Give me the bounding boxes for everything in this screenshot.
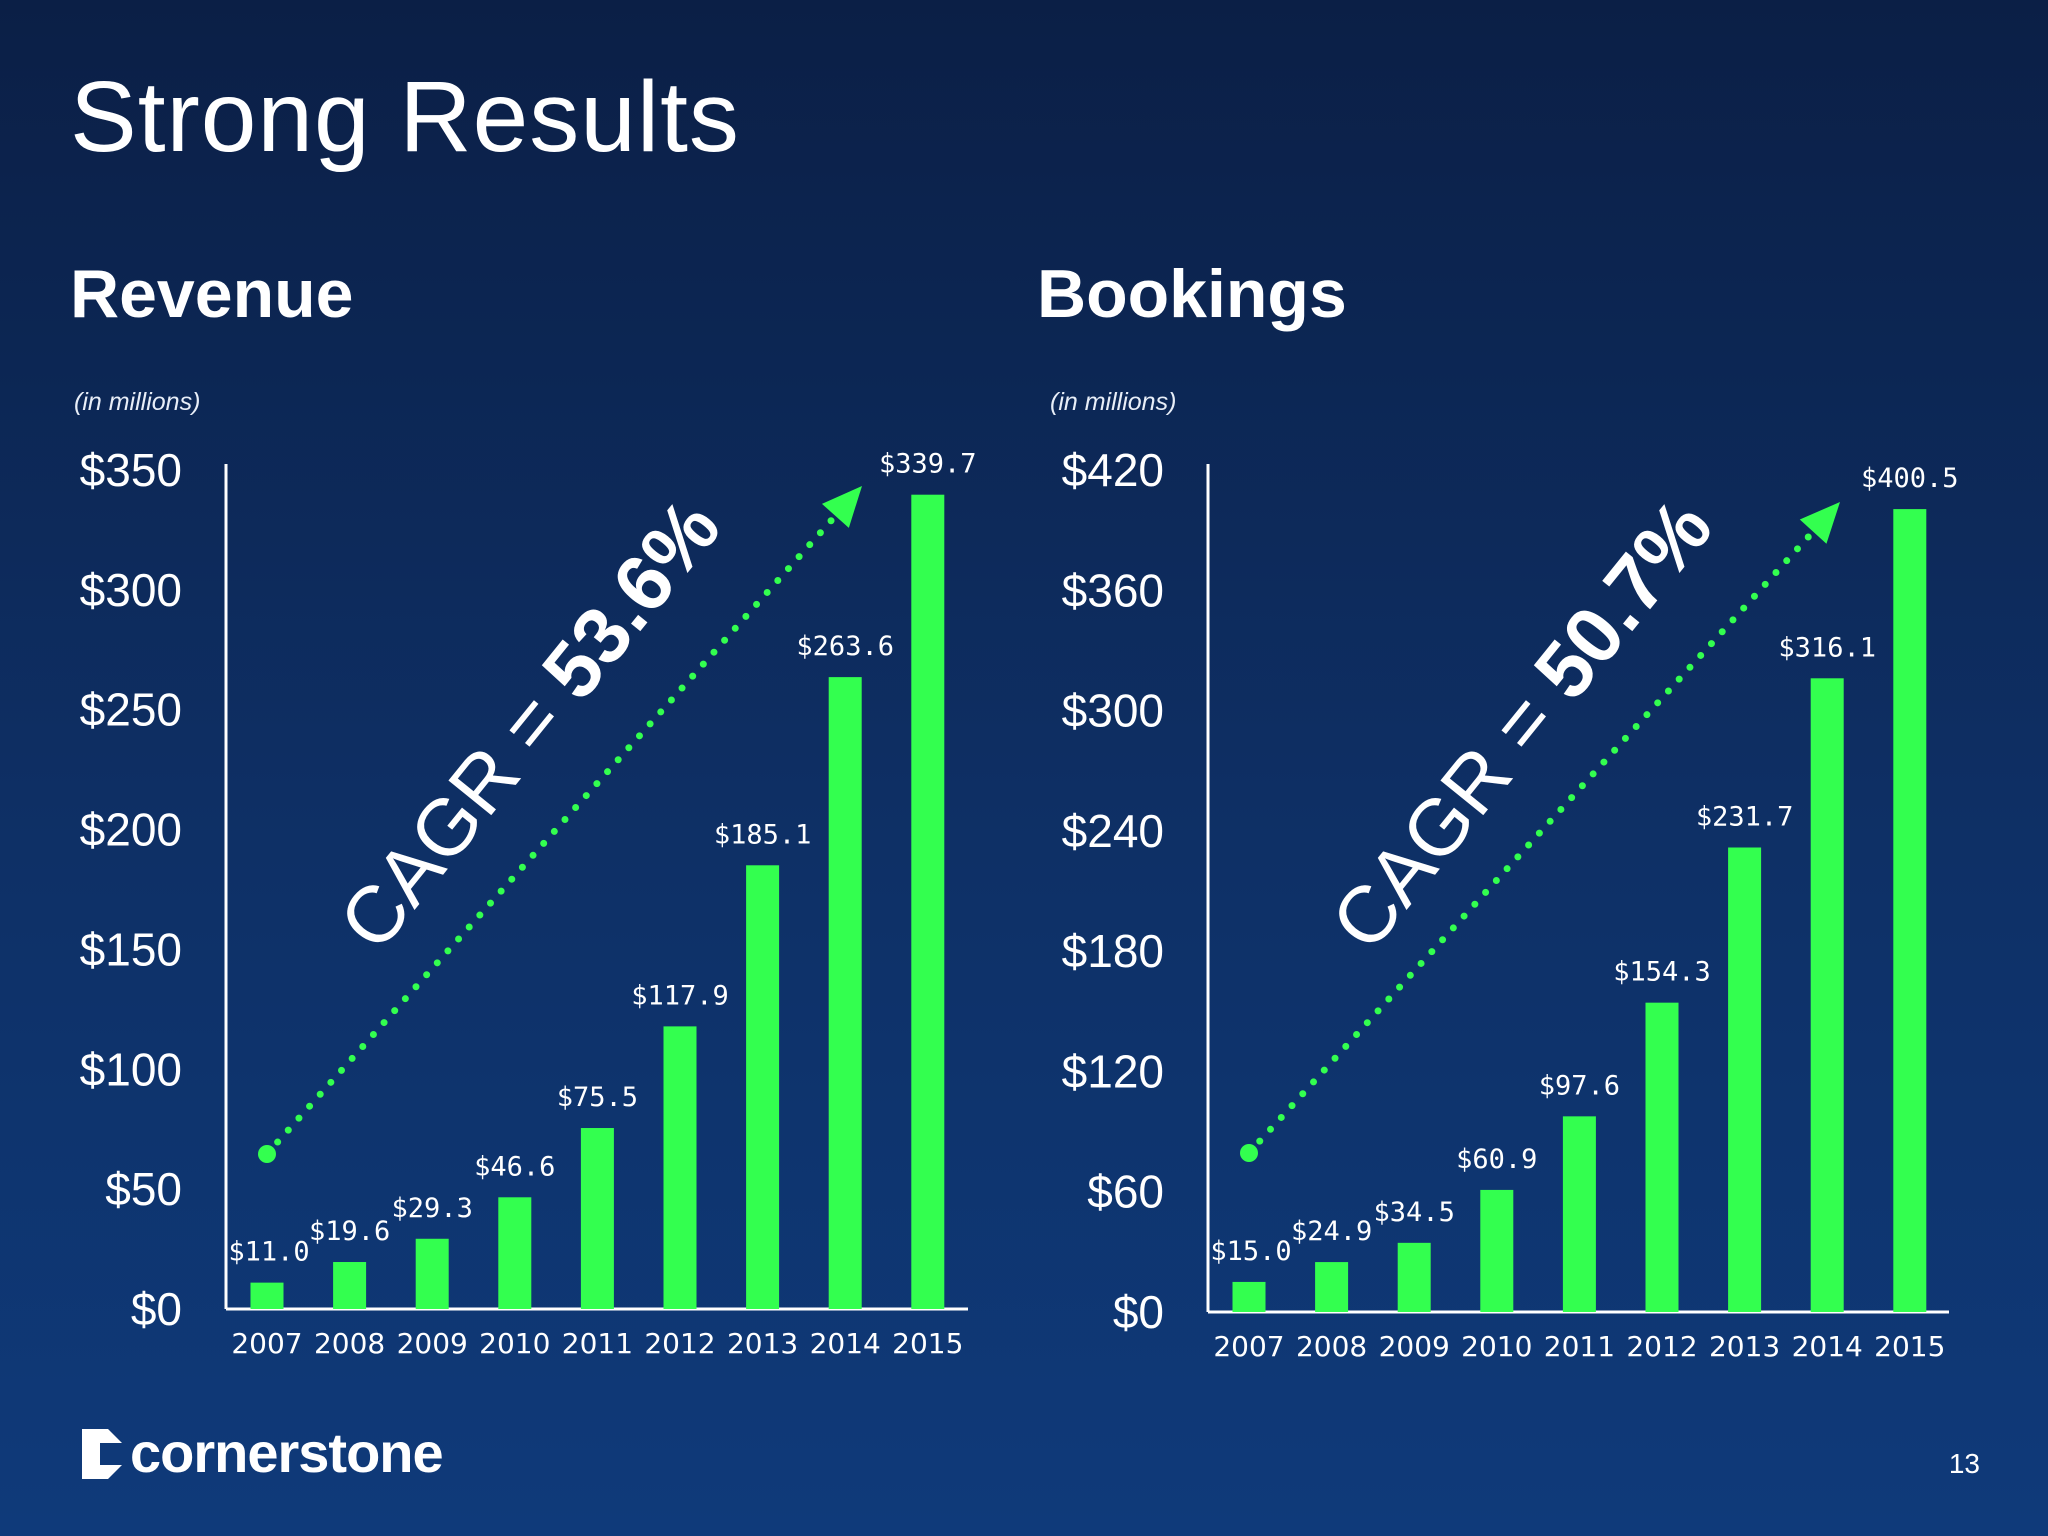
bookings-bar-2008 [1315, 1262, 1349, 1312]
bookings-bar-2010 [1480, 1189, 1514, 1312]
revenue-x-tick-label: 2013 [727, 1327, 798, 1360]
revenue-bar-2011 [580, 1128, 614, 1309]
revenue-x-tick-label: 2012 [644, 1327, 715, 1360]
revenue-x-tick-label: 2009 [397, 1327, 468, 1360]
revenue-bar-2008 [333, 1262, 367, 1309]
revenue-x-tick-label: 2008 [314, 1327, 385, 1360]
bookings-bar-2015 [1893, 509, 1927, 1312]
bookings-y-tick-label: $360 [1062, 564, 1164, 616]
bookings-cagr-prefix: CAGR = [1314, 659, 1586, 965]
bookings-data-label: $154.3 [1613, 957, 1711, 988]
revenue-y-tick-label: $350 [80, 444, 182, 496]
revenue-data-label: $75.5 [557, 1082, 638, 1113]
revenue-unit-note: (in millions) [74, 388, 201, 416]
bookings-data-label: $231.7 [1696, 801, 1794, 832]
revenue-y-tick-label: $250 [80, 684, 182, 736]
revenue-data-label: $117.9 [631, 980, 729, 1011]
revenue-data-label: $185.1 [714, 819, 812, 850]
revenue-bar-2007 [250, 1282, 284, 1309]
revenue-y-tick-label: $150 [80, 923, 182, 975]
revenue-cagr-arrow-head [821, 486, 862, 528]
bookings-y-tick-label: $120 [1062, 1045, 1164, 1097]
bookings-data-label: $60.9 [1456, 1144, 1537, 1175]
bookings-data-label: $15.0 [1210, 1236, 1291, 1267]
revenue-x-tick-label: 2014 [810, 1327, 881, 1360]
revenue-bar-2014 [828, 677, 862, 1309]
slide-title: Strong Results [70, 61, 740, 173]
revenue-data-label: $19.6 [309, 1216, 390, 1247]
revenue-data-label: $11.0 [228, 1237, 309, 1268]
bookings-bar-2012 [1645, 1002, 1679, 1312]
bookings-data-label: $97.6 [1539, 1070, 1620, 1101]
bookings-data-label: $24.9 [1291, 1216, 1372, 1247]
revenue-y-tick-label: $100 [80, 1043, 182, 1095]
revenue-bar-2013 [746, 865, 780, 1309]
bookings-y-tick-label: $180 [1062, 925, 1164, 977]
revenue-data-label: $339.7 [879, 449, 977, 480]
revenue-data-label: $29.3 [392, 1193, 473, 1224]
cornerstone-logo-icon [82, 1428, 122, 1479]
revenue-y-tick-label: $0 [131, 1283, 182, 1335]
bookings-chart-title: Bookings [1037, 256, 1347, 332]
bookings-unit-note: (in millions) [1050, 388, 1177, 416]
bookings-cagr-value: 50.7% [1517, 483, 1729, 715]
revenue-y-tick-label: $200 [80, 804, 182, 856]
bookings-bar-2011 [1562, 1116, 1596, 1312]
revenue-bar-2009 [415, 1238, 449, 1309]
bookings-y-tick-label: $300 [1062, 685, 1164, 737]
revenue-y-tick-label: $300 [80, 564, 182, 616]
bookings-x-tick-label: 2014 [1792, 1330, 1863, 1363]
page-number: 13 [1948, 1448, 1980, 1479]
bookings-x-tick-label: 2015 [1874, 1330, 1945, 1363]
revenue-cagr-arrow-line [263, 512, 839, 1158]
revenue-y-tick-label: $50 [105, 1163, 182, 1215]
revenue-data-label: $263.6 [796, 631, 894, 662]
bookings-bar-2014 [1810, 678, 1844, 1312]
revenue-x-tick-label: 2015 [892, 1327, 963, 1360]
cornerstone-logo: cornerstone [78, 1420, 444, 1485]
logo-wordmark: cornerstone [130, 1421, 444, 1484]
bookings-x-tick-label: 2010 [1461, 1330, 1532, 1363]
bookings-y-tick-label: $0 [1113, 1286, 1164, 1338]
bookings-x-tick-label: 2013 [1709, 1330, 1780, 1363]
bookings-data-label: $34.5 [1374, 1197, 1455, 1228]
bookings-cagr-text: CAGR = 50.7% [1314, 483, 1729, 966]
bookings-x-tick-label: 2009 [1379, 1330, 1450, 1363]
revenue-chart-title: Revenue [70, 256, 354, 332]
bookings-y-tick-label: $240 [1062, 805, 1164, 857]
bookings-y-tick-label: $60 [1087, 1166, 1164, 1218]
bookings-x-tick-label: 2011 [1544, 1330, 1615, 1363]
bookings-y-tick-label: $420 [1062, 444, 1164, 496]
bookings-bar-2007 [1232, 1281, 1266, 1312]
revenue-x-tick-label: 2007 [231, 1327, 302, 1360]
revenue-data-label: $46.6 [474, 1151, 555, 1182]
revenue-bar-2012 [663, 1026, 697, 1309]
bookings-bar-2013 [1728, 847, 1762, 1312]
revenue-bar-2010 [498, 1197, 532, 1309]
revenue-bar-2015 [911, 494, 945, 1310]
bookings-cagr-annotation: CAGR = 50.7% [1314, 483, 1729, 966]
revenue-x-tick-label: 2010 [479, 1327, 550, 1360]
bookings-x-tick-label: 2012 [1626, 1330, 1697, 1363]
bookings-cagr-arrow-head [1799, 502, 1840, 544]
bookings-bar-2009 [1397, 1242, 1431, 1312]
bookings-data-label: $400.5 [1861, 463, 1959, 494]
bookings-x-tick-label: 2008 [1296, 1330, 1367, 1363]
revenue-x-tick-label: 2011 [562, 1327, 633, 1360]
bookings-data-label: $316.1 [1778, 632, 1876, 663]
bookings-x-tick-label: 2007 [1213, 1330, 1284, 1363]
